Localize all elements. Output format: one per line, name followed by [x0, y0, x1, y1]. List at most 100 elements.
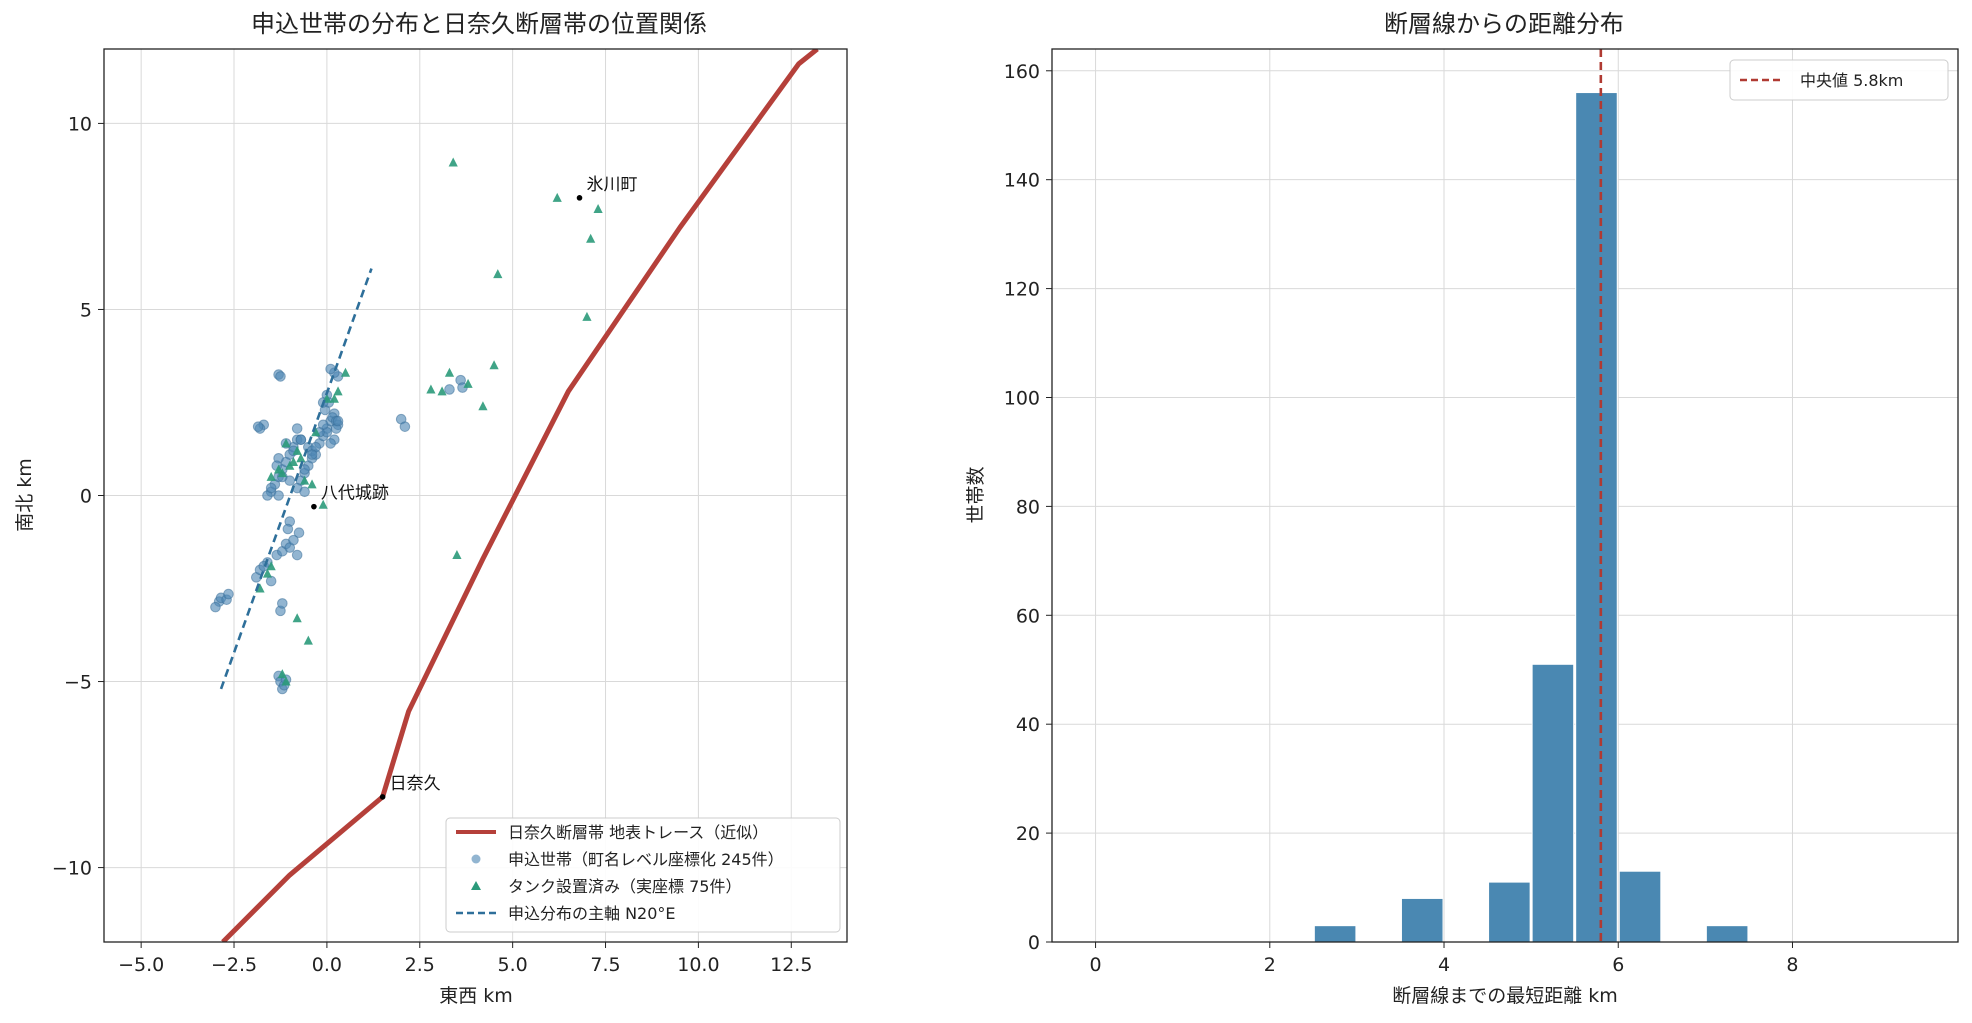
tank-point — [307, 479, 317, 489]
tank-point — [281, 438, 291, 448]
tank-point — [593, 203, 603, 213]
tank-point — [463, 378, 473, 388]
histogram-bar — [1313, 925, 1357, 943]
household-point — [295, 434, 307, 445]
x-tick-label: 8 — [1786, 954, 1798, 976]
tank-point — [437, 386, 447, 396]
principal-axis-line — [219, 268, 373, 690]
histogram-bar — [1575, 92, 1618, 943]
legend-entry-tank: タンク設置済み（実座標 75件） — [508, 877, 741, 896]
tank-point — [255, 583, 265, 593]
legend-swatch-household — [471, 854, 481, 864]
x-tick-label: −2.5 — [211, 954, 257, 976]
household-point — [277, 598, 288, 609]
household-point — [282, 523, 294, 535]
x-tick-label: 2 — [1264, 954, 1276, 976]
household-point — [444, 384, 455, 395]
household-point — [325, 363, 336, 375]
histogram-chart: 断層線からの距離分布 0 2 4 6 8 0 20 40 60 80 100 120 140 160 断… — [965, 10, 1959, 1007]
tank-point — [318, 499, 328, 509]
tank-point — [300, 475, 310, 485]
tank-point — [340, 367, 351, 377]
household-point — [210, 601, 221, 613]
tank-point — [489, 360, 499, 370]
grid — [104, 49, 847, 942]
histogram-bar — [1705, 925, 1749, 943]
tank-point — [478, 401, 488, 411]
place-label: 八代城跡 — [321, 484, 389, 504]
fault-trace-series — [221, 49, 819, 942]
x-tick-label: 2.5 — [405, 954, 435, 976]
y-tick-label: 0 — [80, 486, 92, 508]
legend: 中央値 5.8km — [1729, 59, 1949, 101]
tank-point — [582, 311, 592, 321]
histogram-bar — [1400, 897, 1444, 943]
place-marker — [311, 503, 317, 510]
tank-point — [444, 367, 455, 377]
chart-title: 申込世帯の分布と日奈久断層帯の位置関係 — [251, 10, 707, 38]
y-tick-label: 80 — [1016, 496, 1040, 518]
legend-swatch-tank — [471, 881, 481, 890]
x-tick-label: 5.0 — [498, 954, 528, 976]
place-marker — [379, 794, 386, 800]
legend-entry-median: 中央値 5.8km — [1800, 71, 1903, 90]
household-point — [325, 438, 336, 449]
y-axis-label: 南北 km — [14, 458, 36, 532]
tank-point — [452, 550, 462, 560]
household-series — [210, 363, 468, 695]
grid — [1052, 49, 1958, 943]
tank-point — [552, 192, 562, 202]
place-label: 氷川町 — [587, 175, 638, 195]
tank-point — [311, 427, 321, 437]
histogram-bars — [1313, 92, 1749, 943]
legend-box — [445, 817, 841, 933]
plot-frame — [1051, 48, 1959, 943]
y-tick-label: 5 — [80, 299, 92, 321]
household-point — [299, 486, 310, 498]
y-tick-label: 120 — [1004, 279, 1040, 301]
household-point — [288, 534, 299, 546]
x-tick-label: −5.0 — [118, 954, 164, 976]
x-axis-label: 断層線までの最短距離 km — [1392, 985, 1618, 1007]
tank-point — [281, 676, 291, 686]
place-marker — [576, 195, 583, 201]
fault-trace-line — [221, 49, 819, 942]
household-point — [291, 549, 303, 561]
household-point — [306, 449, 318, 460]
y-tick-label: 0 — [1028, 932, 1040, 954]
tank-point — [448, 157, 458, 167]
plot-marks — [210, 49, 819, 942]
tank-point — [277, 669, 287, 679]
y-ticks: −10 −5 0 5 10 — [52, 113, 104, 880]
household-point — [299, 464, 310, 475]
tank-series — [255, 157, 603, 686]
household-point — [273, 490, 284, 501]
household-point — [399, 421, 411, 432]
y-tick-label: −10 — [52, 858, 92, 880]
legend-entry-principal-axis: 申込分布の主軸 N20°E — [508, 904, 676, 923]
legend-entry-fault: 日奈久断層帯 地表トレース（近似） — [508, 823, 768, 842]
tank-point — [266, 471, 276, 481]
tank-point — [262, 568, 273, 578]
household-point — [265, 482, 277, 494]
tank-point — [266, 561, 276, 571]
y-tick-label: 10 — [68, 113, 92, 135]
x-tick-label: 10.0 — [677, 954, 719, 976]
x-ticks: −5.0 −2.5 0.0 2.5 5.0 7.5 10.0 12.5 — [118, 942, 812, 976]
x-axis-label: 東西 km — [439, 985, 513, 1007]
tank-point — [274, 464, 284, 474]
histogram-bar — [1618, 870, 1662, 943]
histogram-bar — [1488, 881, 1531, 943]
y-tick-label: −5 — [64, 672, 92, 694]
tank-point — [296, 453, 306, 463]
tank-point — [586, 233, 596, 243]
histogram-bar — [1531, 663, 1575, 943]
legend: 日奈久断層帯 地表トレース（近似） 申込世帯（町名レベル座標化 245件） タン… — [445, 817, 841, 933]
y-axis-label: 世帯数 — [965, 466, 987, 523]
chart-title: 断層線からの距離分布 — [1384, 10, 1624, 38]
tank-point — [292, 613, 302, 623]
household-point — [291, 423, 303, 434]
x-tick-label: 7.5 — [590, 954, 620, 976]
tank-point — [329, 393, 339, 403]
